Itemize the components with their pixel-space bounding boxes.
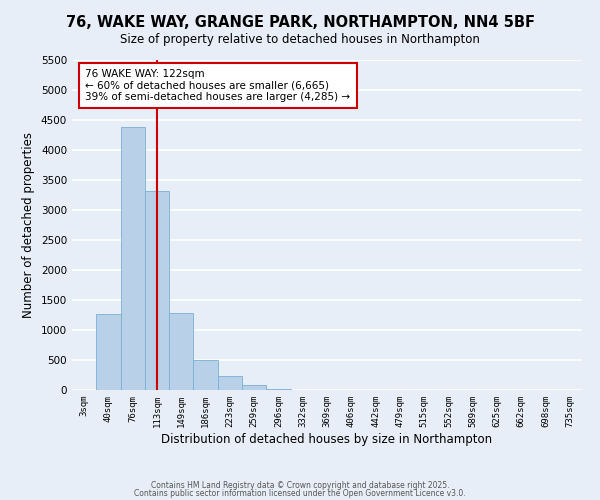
Text: Size of property relative to detached houses in Northampton: Size of property relative to detached ho…: [120, 32, 480, 46]
Bar: [266, 389, 290, 390]
Bar: [96, 314, 121, 390]
Bar: [193, 360, 218, 390]
Bar: [145, 192, 169, 390]
Bar: [242, 385, 266, 390]
Bar: [121, 127, 145, 390]
Text: 76 WAKE WAY: 122sqm
← 60% of detached houses are smaller (6,665)
39% of semi-det: 76 WAKE WAY: 122sqm ← 60% of detached ho…: [85, 69, 350, 102]
Text: Contains public sector information licensed under the Open Government Licence v3: Contains public sector information licen…: [134, 489, 466, 498]
Y-axis label: Number of detached properties: Number of detached properties: [22, 132, 35, 318]
Text: 76, WAKE WAY, GRANGE PARK, NORTHAMPTON, NN4 5BF: 76, WAKE WAY, GRANGE PARK, NORTHAMPTON, …: [65, 15, 535, 30]
Text: Contains HM Land Registry data © Crown copyright and database right 2025.: Contains HM Land Registry data © Crown c…: [151, 480, 449, 490]
Bar: [169, 313, 193, 390]
X-axis label: Distribution of detached houses by size in Northampton: Distribution of detached houses by size …: [161, 432, 493, 446]
Bar: [218, 376, 242, 390]
